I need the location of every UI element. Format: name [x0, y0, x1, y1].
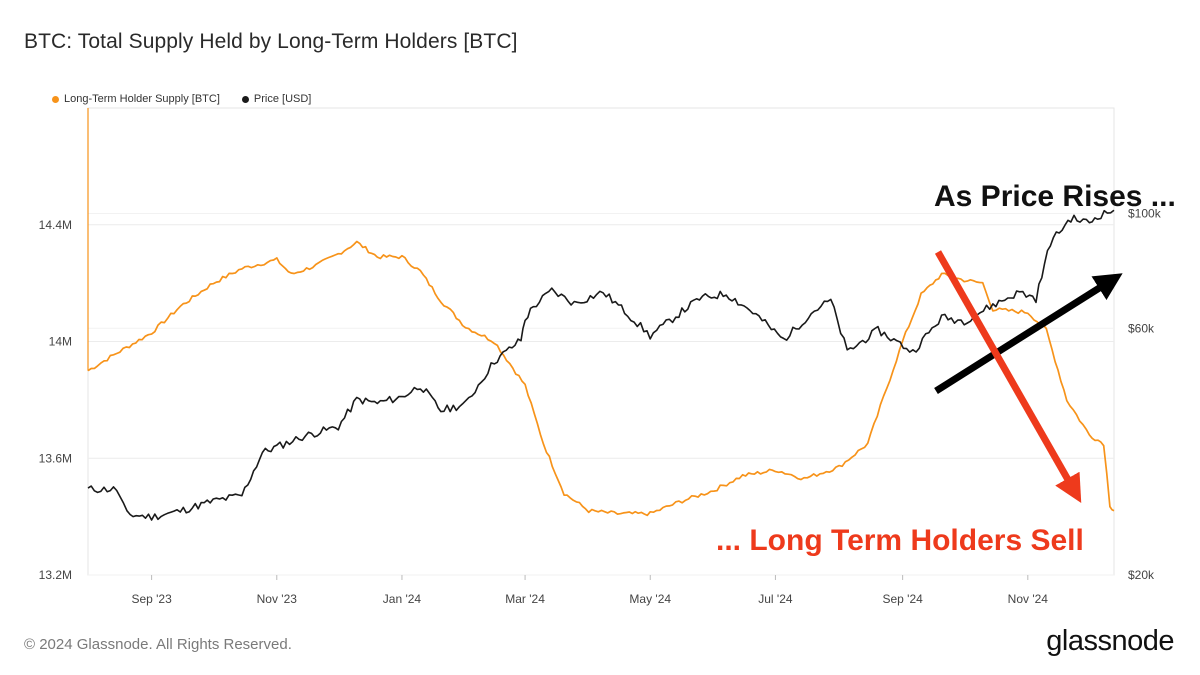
legend-label-lth: Long-Term Holder Supply [BTC] — [64, 93, 220, 105]
x-tick-label: May '24 — [629, 592, 671, 606]
legend-swatch-lth — [52, 95, 59, 103]
annotation-holders-sell: ... Long Term Holders Sell — [716, 524, 1084, 557]
y-right-tick-label: $100k — [1128, 207, 1162, 221]
x-tick-label: Nov '24 — [1008, 592, 1049, 606]
legend-label-price: Price [USD] — [253, 93, 312, 105]
chart-legend: Long-Term Holder Supply [BTC] Price [USD… — [52, 93, 311, 105]
x-tick-label: Sep '24 — [882, 592, 923, 606]
brand-logo[interactable]: glassnode — [1046, 625, 1174, 657]
arrow-price-rises — [934, 273, 1123, 394]
axes: 13.2M 13.6M 14M 14.4M $20k $60k $100k Sep '23 No… — [39, 207, 1162, 606]
x-tick-label: Mar '24 — [505, 592, 545, 606]
x-tick-label: Jan '24 — [383, 592, 422, 606]
copyright-text: © 2024 Glassnode. All Rights Reserved. — [24, 636, 292, 653]
annotation-price-rises: As Price Rises ... — [934, 180, 1176, 213]
series-line-lth-supply — [87, 240, 1115, 517]
y-right-tick-label: $20k — [1128, 568, 1155, 582]
legend-swatch-price — [241, 95, 249, 103]
y-left-tick-label: 13.2M — [39, 568, 72, 582]
series-lines — [87, 108, 1115, 521]
y-left-tick-label: 14.4M — [39, 218, 72, 232]
legend-item-lth[interactable]: Long-Term Holder Supply [BTC] — [52, 93, 220, 105]
legend-item-price[interactable]: Price [USD] — [241, 93, 312, 105]
y-left-tick-label: 14M — [49, 335, 72, 349]
arrow-holders-sell — [934, 250, 1082, 503]
annotation-arrows — [934, 250, 1123, 503]
y-right-tick-label: $60k — [1128, 321, 1155, 335]
series-line-price — [87, 209, 1115, 521]
x-tick-label: Jul '24 — [758, 592, 793, 606]
grid-lines — [87, 107, 1115, 576]
y-left-tick-label: 13.6M — [39, 451, 72, 465]
x-tick-label: Nov '23 — [257, 592, 298, 606]
x-tick-label: Sep '23 — [131, 592, 172, 606]
chart-plot: 13.2M 13.6M 14M 14.4M $20k $60k $100k Sep '23 No… — [39, 107, 1162, 606]
chart-title: BTC: Total Supply Held by Long-Term Hold… — [24, 30, 518, 53]
